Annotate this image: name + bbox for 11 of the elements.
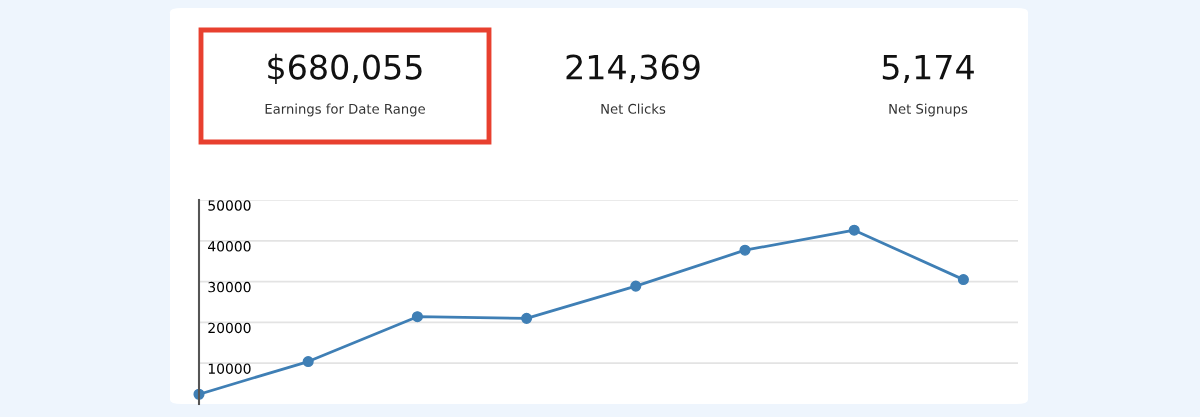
y-tick-label: 30000: [208, 281, 251, 293]
y-tick-label: 40000: [208, 241, 251, 252]
y-tick-label: 10000: [208, 363, 251, 374]
text: Net Signups: [889, 103, 968, 117]
text: 214,369: [566, 54, 700, 84]
text: 5,174: [882, 54, 974, 84]
y-tick-label: 20000: [208, 322, 251, 334]
text: Earnings for Date Range: [265, 103, 425, 117]
text: Net Clicks: [601, 103, 666, 114]
text: $680,055: [268, 53, 422, 85]
y-tick-label: 50000: [208, 200, 251, 211]
